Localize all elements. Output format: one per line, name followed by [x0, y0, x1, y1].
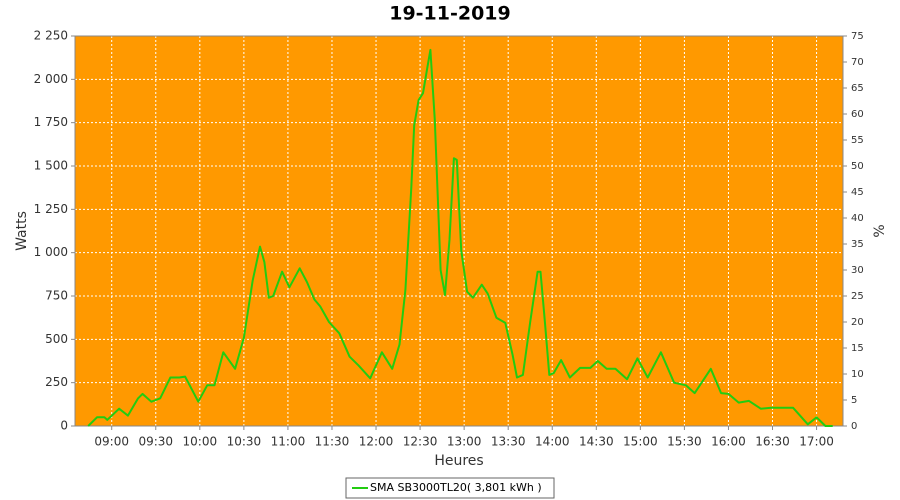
legend-label: SMA SB3000TL20( 3,801 kWh ): [370, 481, 542, 494]
y-tick-label: 1 250: [34, 202, 68, 216]
y-tick-label: 1 500: [34, 159, 68, 173]
y2-tick-label: 60: [851, 109, 864, 120]
x-tick-label: 10:00: [183, 435, 218, 449]
y-tick-label: 2 000: [34, 72, 68, 86]
y-tick-label: 750: [45, 289, 68, 303]
x-tick-label: 15:30: [667, 435, 702, 449]
y2-tick-label: 40: [851, 213, 864, 224]
y-tick-label: 1 750: [34, 115, 68, 129]
x-tick-label: 15:00: [623, 435, 658, 449]
x-tick-label: 11:00: [271, 435, 306, 449]
y2-axis-label: %: [872, 224, 888, 237]
y2-tick-label: 55: [851, 135, 864, 146]
y2-tick-label: 0: [851, 421, 857, 432]
x-tick-label: 13:30: [491, 435, 526, 449]
x-tick-label: 13:00: [447, 435, 482, 449]
y2-tick-label: 50: [851, 161, 864, 172]
x-tick-label: 14:00: [535, 435, 570, 449]
x-tick-label: 12:30: [403, 435, 438, 449]
x-tick-label: 10:30: [227, 435, 262, 449]
x-tick-label: 11:30: [315, 435, 350, 449]
y-tick-label: 500: [45, 332, 68, 346]
y-tick-label: 0: [60, 419, 68, 433]
y2-tick-label: 5: [851, 395, 857, 406]
y2-tick-label: 30: [851, 265, 864, 276]
x-axis-label: Heures: [434, 453, 483, 469]
y2-tick-label: 45: [851, 187, 864, 198]
x-tick-label: 16:30: [755, 435, 790, 449]
x-tick-label: 09:00: [94, 435, 129, 449]
y2-tick-label: 35: [851, 239, 864, 250]
x-tick-label: 17:00: [799, 435, 834, 449]
x-tick-label: 12:00: [359, 435, 394, 449]
y2-tick-label: 65: [851, 83, 864, 94]
chart-title: 19-11-2019: [389, 3, 511, 25]
legend-box: [345, 477, 555, 499]
x-tick-label: 16:00: [711, 435, 746, 449]
y-tick-label: 1 000: [34, 245, 68, 259]
y2-tick-label: 25: [851, 291, 864, 302]
y2-tick-label: 75: [851, 31, 864, 42]
x-tick-label: 09:30: [138, 435, 173, 449]
y2-tick-label: 10: [851, 369, 864, 380]
y2-tick-label: 70: [851, 57, 864, 68]
x-tick-label: 14:30: [579, 435, 614, 449]
y2-tick-label: 20: [851, 317, 864, 328]
plot-area: [75, 36, 843, 426]
y2-tick-label: 15: [851, 343, 864, 354]
y-tick-label: 250: [45, 375, 68, 389]
plot-border: [74, 35, 844, 427]
y-axis-label: Watts: [14, 211, 30, 251]
series-line: [87, 48, 833, 427]
y-tick-label: 2 250: [34, 29, 68, 43]
